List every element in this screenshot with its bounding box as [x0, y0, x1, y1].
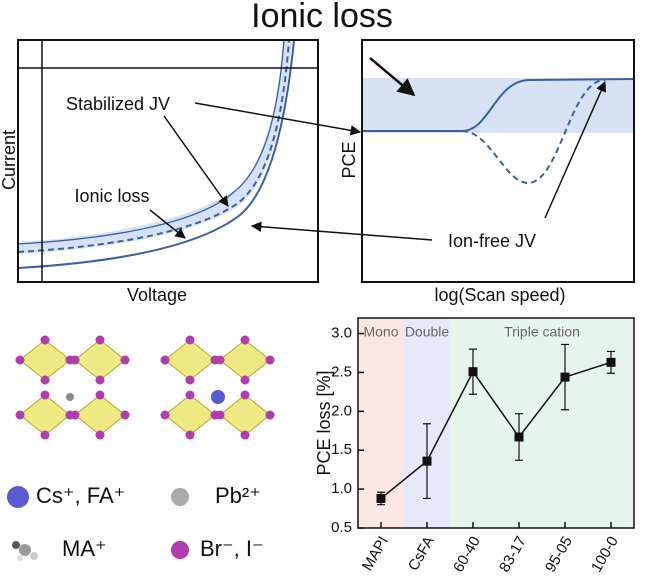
- axis-label: PCE: [339, 141, 359, 178]
- y-tick-label: 2.5: [331, 363, 352, 380]
- annotation: Stabilized JV: [66, 94, 170, 114]
- halide-atom: [160, 355, 170, 365]
- annotation: Ion-free JV: [448, 231, 536, 251]
- halide-atom: [40, 390, 50, 400]
- halide-atom: [240, 335, 250, 345]
- legend-label: Br⁻, I⁻: [200, 536, 264, 561]
- axis-label: log(Scan speed): [434, 285, 565, 305]
- data-point: [468, 367, 478, 377]
- y-axis-label: PCE loss [%]: [314, 370, 334, 475]
- pce-loss-chart: Mono Double Triple cation 0.5 1.0 1.5 2.0 2.5 3.…: [314, 317, 635, 575]
- legend-label: MA⁺: [62, 536, 107, 561]
- halide-atom: [215, 410, 225, 420]
- axis-label: Voltage: [127, 285, 187, 305]
- halide-atom: [120, 410, 130, 420]
- x-tick-label: 100-0: [588, 533, 622, 575]
- region-label: Triple cation: [504, 324, 580, 340]
- axis-label: Current: [0, 130, 19, 190]
- pce-panel: PCE log(Scan speed) Ion-free JV: [250, 39, 635, 305]
- y-tick-label: 1.5: [331, 441, 352, 458]
- arrow: [544, 81, 606, 219]
- legend-swatch: [171, 488, 189, 506]
- halide-atom: [70, 410, 80, 420]
- halide-atom: [240, 390, 250, 400]
- halide-atom: [95, 375, 105, 385]
- data-line: [380, 361, 612, 500]
- y-tick-label: 1.0: [331, 480, 352, 497]
- crystal-right: [164, 339, 271, 436]
- region-band: [450, 318, 634, 528]
- cs-atom: [211, 390, 225, 404]
- x-tick-label: CsFA: [405, 533, 438, 573]
- halide-atom: [15, 410, 25, 420]
- data-point: [514, 432, 524, 442]
- halide-atom: [40, 375, 50, 385]
- data-point: [606, 357, 616, 367]
- halide-atom: [70, 355, 80, 365]
- halide-atom: [185, 390, 195, 400]
- y-tick-label: 0.5: [331, 519, 352, 536]
- halide-atom: [265, 410, 275, 420]
- arrow: [194, 102, 362, 136]
- arrow: [250, 221, 433, 241]
- arrow: [149, 209, 186, 239]
- data-point: [560, 372, 570, 382]
- upper-curve: [17, 39, 285, 245]
- legend-swatch: [7, 486, 29, 508]
- arrow: [369, 57, 416, 97]
- halide-atom: [15, 355, 25, 365]
- halide-atoms: [15, 335, 275, 440]
- legend-label: Pb²⁺: [215, 483, 261, 508]
- ma-molecule: [66, 393, 74, 401]
- legend-label: Cs⁺, FA⁺: [36, 483, 125, 508]
- data-point: [376, 493, 386, 503]
- halide-atom: [240, 375, 250, 385]
- halide-atom: [265, 355, 275, 365]
- y-tick-label: 2.0: [331, 402, 352, 419]
- halide-atom: [215, 355, 225, 365]
- ionic-loss-band: [18, 40, 292, 254]
- legend-swatch: [12, 541, 38, 561]
- annotation: Ionic loss: [74, 186, 149, 206]
- schematic-title: Ionic loss: [251, 0, 393, 35]
- x-tick-label: 95-05: [542, 533, 576, 575]
- y-tick-label: 3.0: [331, 325, 352, 342]
- plot-frame: [357, 317, 635, 529]
- halide-atom: [160, 410, 170, 420]
- arrow: [163, 115, 229, 207]
- halide-atom: [95, 335, 105, 345]
- crystal-left: [19, 339, 126, 436]
- panel-frame: [361, 39, 635, 283]
- legend-swatch: [171, 541, 189, 559]
- halide-atom: [185, 375, 195, 385]
- x-tick-label: 60-40: [450, 533, 484, 575]
- halide-atom: [40, 430, 50, 440]
- halide-atom: [95, 430, 105, 440]
- halide-atom: [95, 390, 105, 400]
- jv-panel: Current Voltage Stabilized JV Ionic loss: [0, 39, 362, 305]
- halide-atom: [185, 430, 195, 440]
- dashed-curve: [461, 79, 606, 185]
- halide-atom: [185, 335, 195, 345]
- x-tick-label: MAPI: [359, 533, 392, 573]
- halide-atom: [240, 430, 250, 440]
- data-point: [422, 456, 432, 466]
- region-label: Mono: [363, 324, 398, 340]
- halide-atom: [40, 335, 50, 345]
- dashed-curve: [17, 39, 290, 253]
- region-label: Double: [405, 324, 450, 340]
- halide-atom: [120, 355, 130, 365]
- solid-curve: [17, 39, 295, 269]
- panel-frame: [17, 39, 319, 283]
- x-tick-label: 83-17: [496, 533, 530, 575]
